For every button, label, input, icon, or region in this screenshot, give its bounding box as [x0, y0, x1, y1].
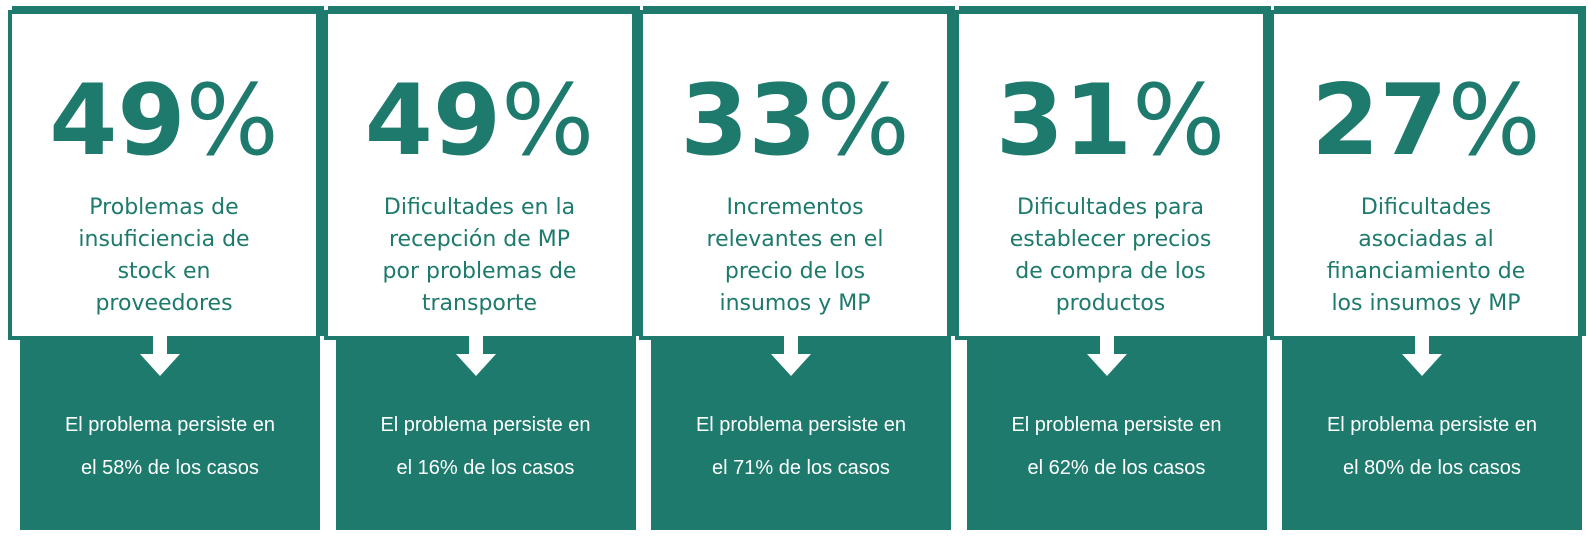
description-line: recepción de MP — [388, 227, 571, 252]
persistence-text: El problema persiste en el 80% de los cas… — [1282, 404, 1582, 490]
description-line: Dificultades para — [1016, 195, 1205, 220]
footer-line: el 71% de los casos — [712, 457, 890, 479]
description-line: Dificultades — [1360, 195, 1492, 220]
arrow — [140, 336, 180, 376]
stat-number: 31 — [995, 64, 1133, 178]
description-line: productos — [1055, 291, 1166, 316]
description-line: financiamiento de — [1326, 259, 1526, 284]
stat-card: El problema persiste en el 71% de los cas… — [639, 0, 954, 538]
footer-line: el 58% de los casos — [81, 457, 259, 479]
stat-unit: % — [501, 64, 595, 178]
persistence-text: El problema persiste en el 71% de los cas… — [651, 404, 951, 490]
description-line: transporte — [421, 291, 538, 316]
description-line: proveedores — [95, 291, 233, 316]
footer-line: El problema persiste en — [64, 414, 276, 436]
down-arrow — [455, 336, 496, 376]
stat-panel: 33% Incrementos relevantes en el precio de … — [639, 10, 951, 340]
description-line: por problemas de — [382, 259, 577, 284]
description-line: stock en — [117, 259, 211, 284]
arrow — [1086, 336, 1127, 376]
footer-line: El problema persiste en — [1326, 414, 1538, 436]
description-line: asociadas al — [1358, 227, 1494, 252]
stat-unit: % — [1447, 64, 1541, 178]
footer-line: El problema persiste en — [380, 414, 591, 436]
stat-description: Dificultades para establecer precios de co… — [959, 192, 1263, 320]
description-line: insumos y MP — [719, 291, 871, 316]
arrow — [455, 336, 496, 376]
description-line: de compra de los — [1015, 259, 1206, 284]
stat-value: 27% — [1274, 66, 1578, 176]
footer-line: el 62% de los casos — [1027, 457, 1206, 479]
persistence-text: El problema persiste en el 16% de los cas… — [336, 404, 636, 490]
stat-value: 49% — [12, 66, 316, 176]
stat-description: Incrementos relevantes en el precio de los… — [643, 192, 947, 320]
description-line: Incrementos — [726, 195, 864, 220]
stat-panel: 31% Dificultades para establecer precios de… — [954, 10, 1267, 340]
stat-description: Dificultades en la recepción de MP por pro… — [328, 192, 632, 320]
description-line: precio de los — [724, 259, 866, 284]
footer-line: el 80% de los casos — [1343, 457, 1521, 479]
down-arrow — [1086, 336, 1127, 376]
stat-description: Dificultades asociadas al financiamiento d… — [1274, 192, 1578, 320]
stat-value: 31% — [959, 66, 1263, 176]
stat-number: 27 — [1311, 64, 1448, 178]
arrow — [1402, 336, 1442, 376]
stat-unit: % — [816, 64, 910, 178]
stat-card: El problema persiste en el 62% de los cas… — [954, 0, 1270, 538]
stat-number: 49 — [49, 64, 186, 178]
description-line: los insumos y MP — [1331, 291, 1521, 316]
description-line: relevantes en el — [706, 227, 884, 252]
down-arrow — [1402, 336, 1442, 376]
stat-value: 49% — [328, 66, 632, 176]
down-arrow — [771, 336, 811, 376]
description-line: Problemas de — [89, 195, 239, 220]
stat-unit: % — [185, 64, 279, 178]
stat-card: El problema persiste en el 16% de los cas… — [323, 0, 639, 538]
stat-number: 49 — [364, 64, 502, 178]
description-line: insuficiencia de — [78, 227, 250, 252]
persistence-text: El problema persiste en el 62% de los cas… — [967, 404, 1267, 490]
footer-line: El problema persiste en — [1011, 414, 1222, 436]
stat-number: 33 — [680, 64, 817, 178]
footer-line: el 16% de los casos — [396, 457, 575, 479]
description-line: establecer precios — [1009, 227, 1212, 252]
stat-description: Problemas de insuficiencia de stock en prov… — [12, 192, 316, 320]
stat-value: 33% — [643, 66, 947, 176]
down-arrow — [140, 336, 180, 376]
description-line: Dificultades en la — [383, 195, 576, 220]
footer-line: El problema persiste en — [695, 414, 907, 436]
stat-unit: % — [1132, 64, 1226, 178]
persistence-text: El problema persiste en el 58% de los cas… — [20, 404, 320, 490]
arrow — [771, 336, 811, 376]
stat-card: El problema persiste en el 80% de los cas… — [1270, 0, 1585, 538]
stat-panel: 27% Dificultades asociadas al financiamient… — [1270, 10, 1582, 340]
stat-card: El problema persiste en el 58% de los cas… — [8, 0, 323, 538]
